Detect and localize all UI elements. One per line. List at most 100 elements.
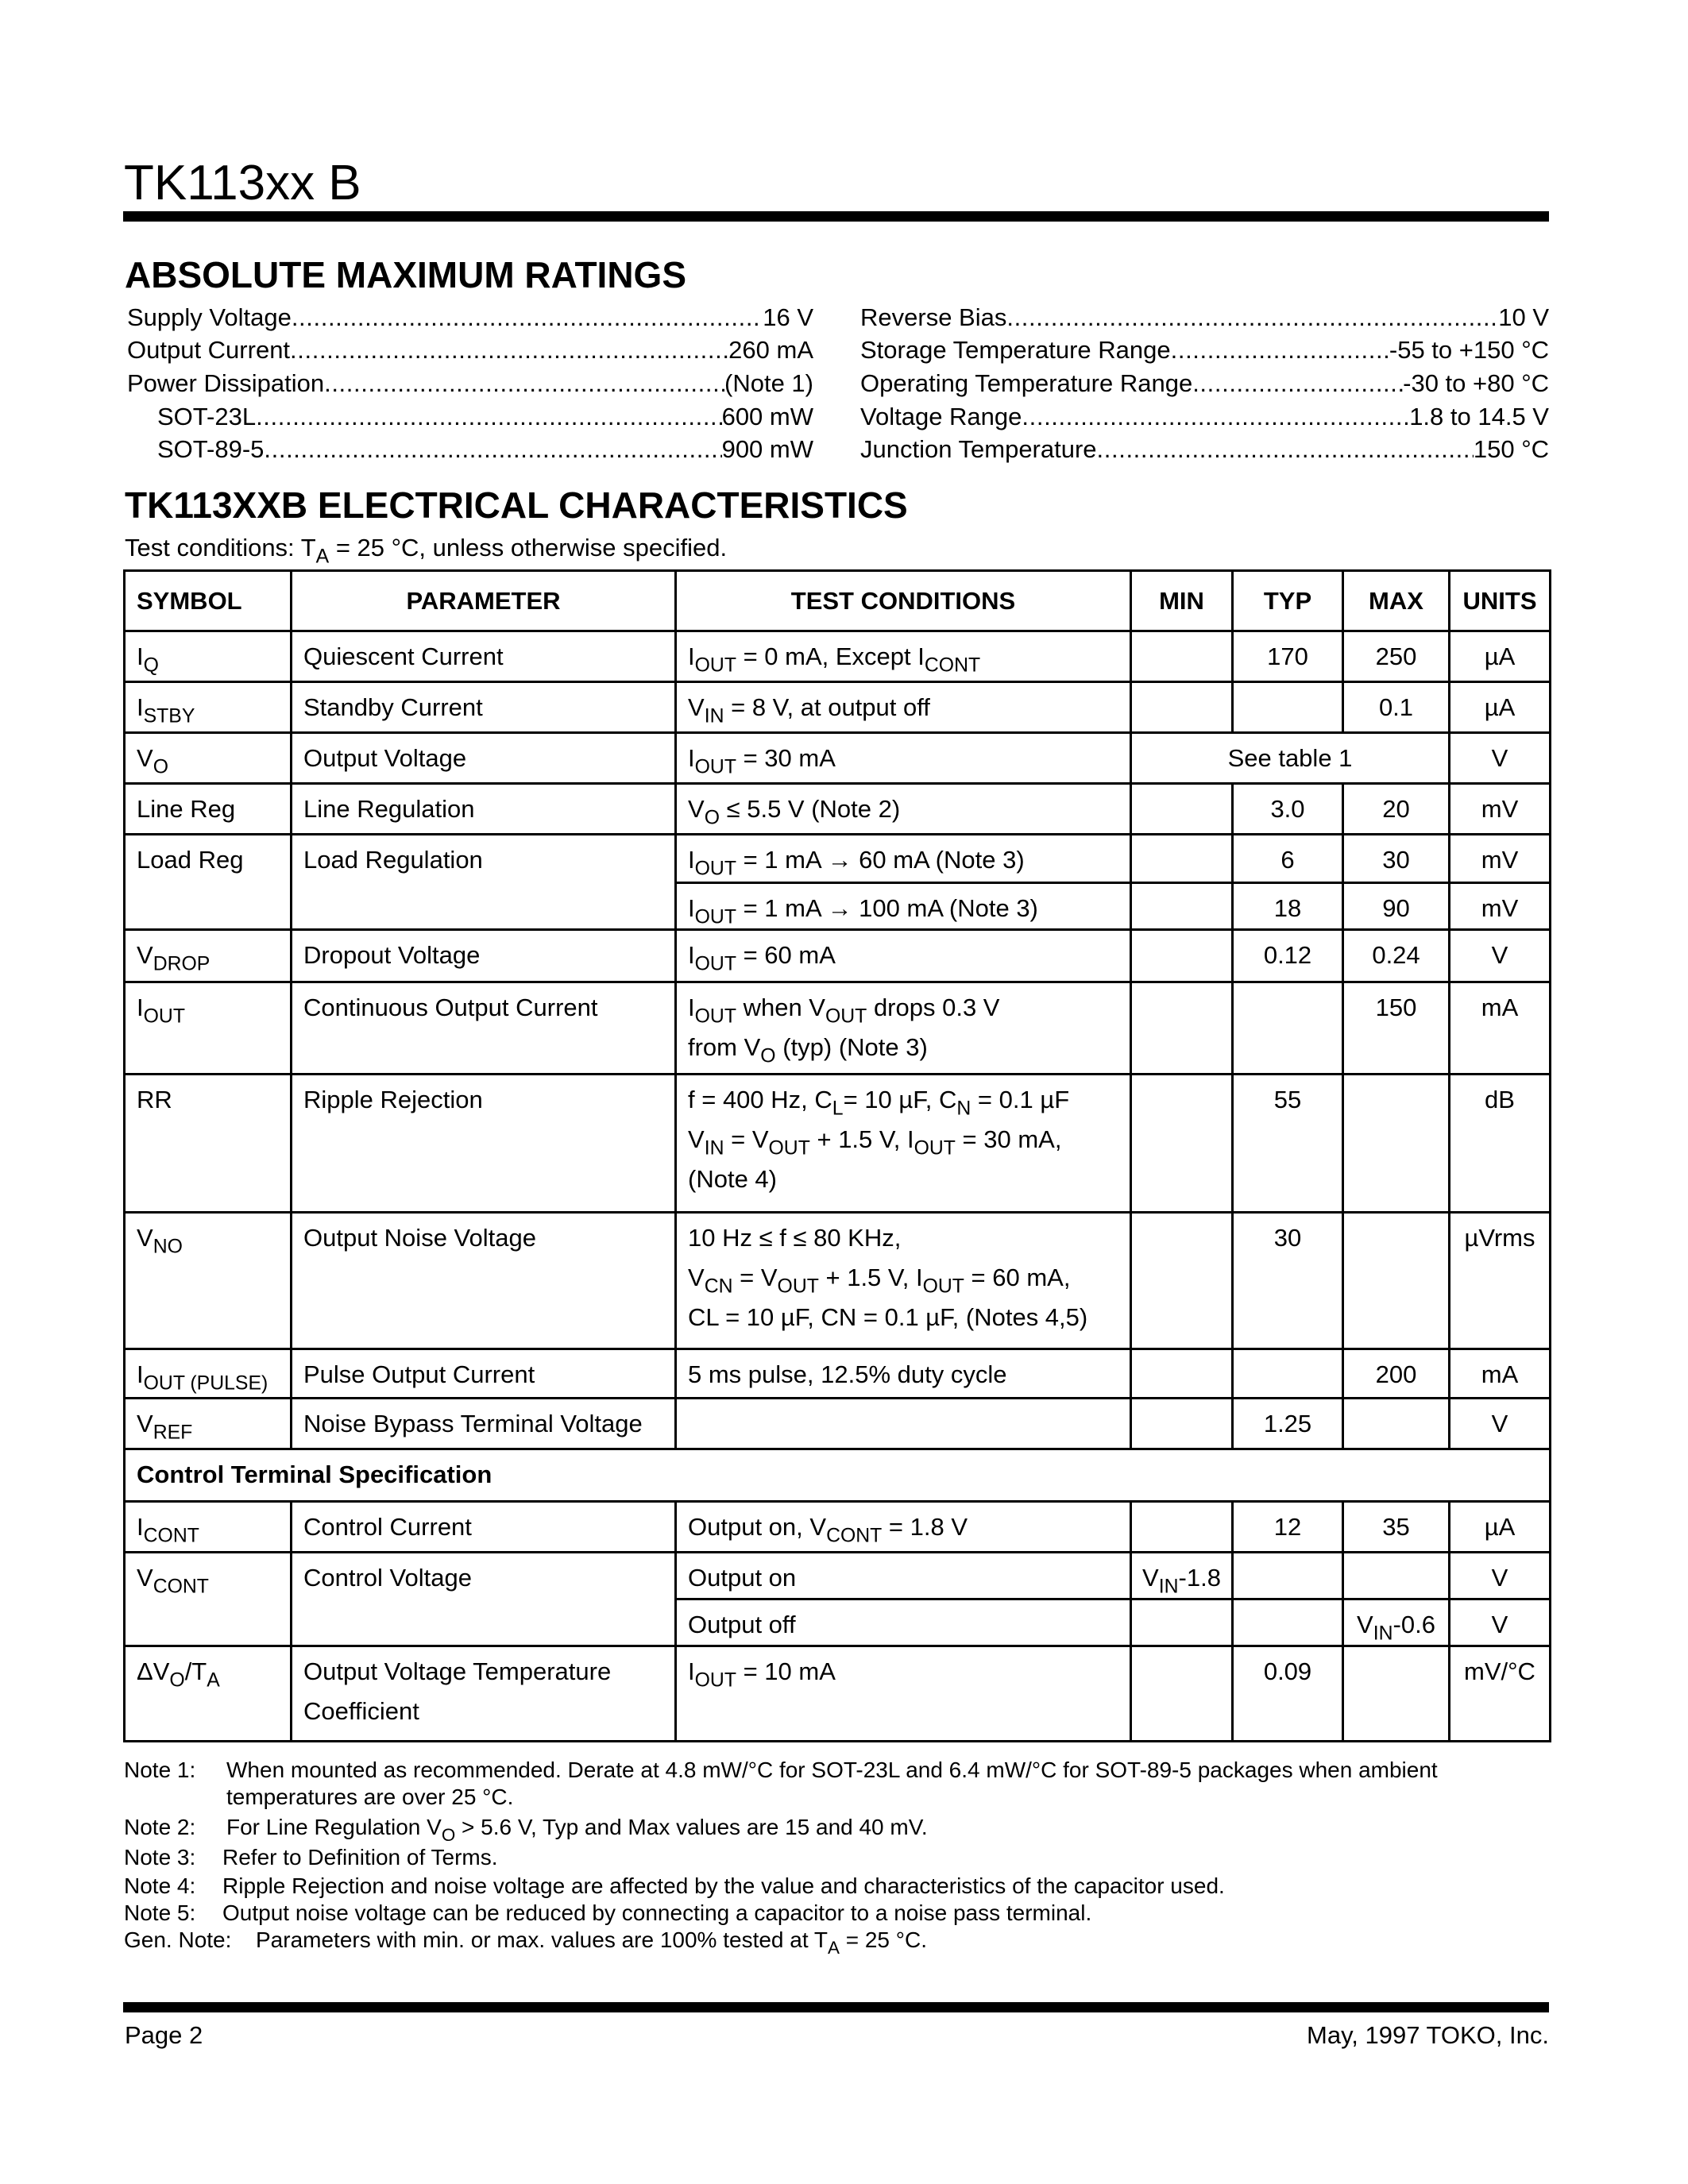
table-row: IOUT Continuous Output Current IOUT when V… [123,981,1551,1075]
typ-value: 0.12 [1263,941,1312,969]
units-cell: mV [1448,782,1551,835]
parameter-text: Dropout Voltage [303,941,481,969]
parameter-text: Output Noise Voltage [303,1224,536,1252]
symbol-text: Line Reg [137,795,236,823]
min-cell [1130,1397,1234,1450]
table-row: ICONT Control Current Output on, VCONT = 1… [123,1500,1551,1553]
parameter-text: Control Current [303,1513,472,1541]
units-text: µA [1484,1513,1516,1541]
symbol-text: RR [137,1086,172,1113]
leader-dots [1192,368,1403,399]
units-text: V [1491,1611,1508,1638]
rating-label: Storage Temperature Range [860,336,1171,364]
leader-dots [290,334,728,366]
rating-row: Voltage Range 1.8 to 14.5 V [860,401,1549,433]
parameter-cell: Output Voltage Temperature Coefficient [290,1645,677,1742]
table-row: IQ Quiescent Current IOUT = 0 mA, Except I… [123,630,1551,683]
max-value: 0.1 [1378,693,1414,721]
leader-dots [1022,401,1409,433]
max-value: VIN-0.6 [1357,1611,1435,1645]
min-cell [1130,833,1234,884]
rating-value: 10 V [1498,303,1549,331]
typ-value: 30 [1273,1224,1302,1252]
test-conditions-cell: IOUT = 0 mA, Except ICONT [674,630,1132,683]
column-header-test-conditions: TEST CONDITIONS [674,569,1132,632]
test-conditions-cell: IOUT = 60 mA [674,928,1132,983]
rating-label: Operating Temperature Range [860,369,1193,397]
condition-text: VCN = VOUT + 1.5 V, IOUT = 60 mA, [688,1264,1071,1298]
typ-value: 18 [1273,894,1302,922]
electrical-characteristics-heading: TK113XXB ELECTRICAL CHARACTERISTICS [125,484,908,526]
note-text: For Line Regulation VO > 5.6 V, Typ and … [226,1815,928,1845]
test-conditions-cell: IOUT = 1 mA → 60 mA (Note 3) [674,833,1132,884]
rating-value: 600 mW [721,403,813,430]
symbol-text: IOUT [137,994,185,1028]
note: Note 1: When mounted as recommended. Dera… [124,1757,1438,1811]
units-cell: mV [1448,882,1551,931]
typ-cell [1231,1551,1344,1600]
test-conditions-cell [674,1397,1132,1450]
units-cell: mA [1448,1348,1551,1399]
condition-text: CL = 10 µF, CN = 0.1 µF, (Notes 4,5) [688,1303,1088,1331]
symbol-cell: ISTBY [123,681,292,734]
footer-rule [123,2002,1549,2012]
min-cell [1130,882,1234,931]
test-conditions-cell: 10 Hz ≤ f ≤ 80 KHz, VCN = VOUT + 1.5 V, I… [674,1211,1132,1350]
condition-text: f = 400 Hz, CL= 10 µF, CN = 0.1 µF [688,1086,1070,1120]
symbol-cell: IOUT (PULSE) [123,1348,292,1399]
rating-label: SOT-89-5 [157,435,265,463]
max-cell: 0.1 [1342,681,1450,734]
units-cell: V [1448,928,1551,983]
symbol-text: IQ [137,642,159,677]
rating-value: -55 to +150 °C [1389,336,1549,364]
parameter-text: Continuous Output Current [303,994,598,1021]
leader-dots [324,368,724,399]
test-conditions-cell: IOUT = 30 mA [674,731,1132,785]
condition-text: IOUT = 1 mA → 60 mA (Note 3) [688,846,1025,880]
parameter-cell: Ripple Rejection [290,1073,677,1214]
parameter-text: Output Voltage Temperature [303,1657,612,1685]
parameter-text: Ripple Rejection [303,1086,483,1113]
units-text: µA [1484,642,1516,670]
parameter-cell: Output Voltage [290,731,677,785]
table-row: Load Reg Load Regulation IOUT = 1 mA → 60 … [123,833,1551,931]
max-value: 0.24 [1372,941,1420,969]
max-value: 150 [1375,994,1417,1021]
parameter-cell: Pulse Output Current [290,1348,677,1399]
typ-cell: 170 [1231,630,1344,683]
symbol-text: ICONT [137,1513,199,1547]
min-cell [1130,1500,1234,1553]
max-cell [1342,1073,1450,1214]
typ-cell [1231,681,1344,734]
note-label: Note 5: [124,1900,196,1925]
typ-cell [1231,1348,1344,1399]
max-cell: VIN-0.6 [1342,1598,1450,1647]
units-cell: V [1448,1598,1551,1647]
condition-text: 10 Hz ≤ f ≤ 80 KHz, [688,1224,902,1252]
electrical-characteristics-table: SYMBOL PARAMETER TEST CONDITIONS MIN TYP MAX U… [123,569,1551,1742]
column-header-min: MIN [1130,569,1234,632]
typ-cell: 55 [1231,1073,1344,1214]
min-cell [1130,630,1234,683]
symbol-text: VO [137,744,168,778]
max-cell: 35 [1342,1500,1450,1553]
condition-text: (Note 4) [688,1165,777,1193]
leader-dots [1006,302,1498,334]
table-row: VO Output Voltage IOUT = 30 mA See table 1 V [123,731,1551,785]
table-header-row: SYMBOL PARAMETER TEST CONDITIONS MIN TYP MAX U… [123,569,1551,632]
absolute-max-ratings-heading: ABSOLUTE MAXIMUM RATINGS [125,254,687,295]
note-text: temperatures are over 25 °C. [226,1785,514,1809]
max-cell [1342,1645,1450,1742]
note-label: Gen. Note: [124,1927,232,1952]
min-cell [1130,1211,1234,1350]
condition-text: VIN = 8 V, at output off [688,693,930,727]
column-header-typ: TYP [1231,569,1344,632]
condition-text: IOUT = 30 mA [688,744,836,778]
parameter-cell: Control Voltage [290,1551,677,1647]
units-text: mV/°C [1464,1657,1535,1685]
symbol-cell: Load Reg [123,833,292,931]
section-row: Control Terminal Specification [123,1448,1551,1503]
symbol-text: ΔVO/TA [137,1657,220,1692]
min-cell [1130,1598,1234,1647]
max-cell: 250 [1342,630,1450,683]
